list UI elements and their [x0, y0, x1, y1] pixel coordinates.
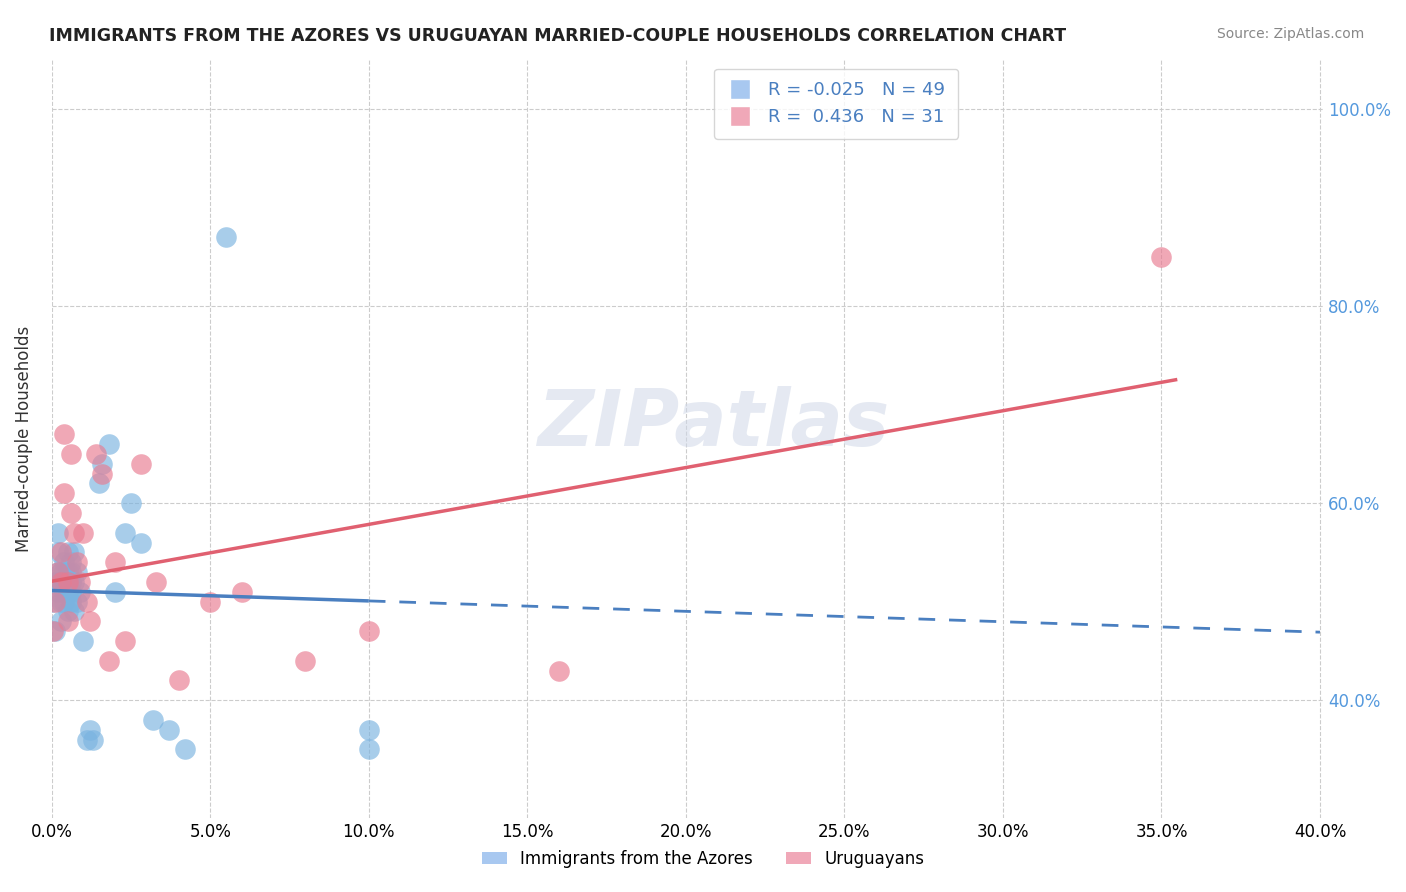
Point	[59, 506, 82, 520]
Point	[357, 624, 380, 639]
Point	[56, 605, 79, 619]
Point	[53, 565, 76, 579]
Point	[79, 723, 101, 737]
Point	[44, 574, 66, 589]
Point	[46, 565, 69, 579]
Point	[42, 624, 65, 639]
Point	[53, 574, 76, 589]
Point	[84, 447, 107, 461]
Point	[69, 574, 91, 589]
Point	[82, 732, 104, 747]
Point	[59, 574, 82, 589]
Point	[59, 565, 82, 579]
Point	[66, 594, 89, 608]
Point	[89, 476, 111, 491]
Point	[56, 565, 79, 579]
Point	[63, 545, 86, 559]
Point	[142, 713, 165, 727]
Point	[53, 427, 76, 442]
Point	[120, 496, 142, 510]
Point	[215, 230, 238, 244]
Point	[56, 574, 79, 589]
Point	[1150, 250, 1173, 264]
Point	[63, 605, 86, 619]
Point	[357, 723, 380, 737]
Point	[294, 654, 316, 668]
Point	[91, 457, 114, 471]
Point	[63, 525, 86, 540]
Point	[114, 525, 136, 540]
Text: Source: ZipAtlas.com: Source: ZipAtlas.com	[1216, 27, 1364, 41]
Point	[51, 574, 73, 589]
Y-axis label: Married-couple Households: Married-couple Households	[15, 326, 32, 552]
Point	[174, 742, 197, 756]
Point	[231, 584, 253, 599]
Point	[51, 615, 73, 629]
Point	[53, 486, 76, 500]
Point	[59, 447, 82, 461]
Point	[59, 555, 82, 569]
Point	[53, 594, 76, 608]
Point	[129, 535, 152, 549]
Legend: Immigrants from the Azores, Uruguayans: Immigrants from the Azores, Uruguayans	[475, 844, 931, 875]
Point	[72, 634, 94, 648]
Point	[66, 565, 89, 579]
Point	[157, 723, 180, 737]
Point	[46, 525, 69, 540]
Point	[42, 594, 65, 608]
Point	[79, 615, 101, 629]
Point	[44, 624, 66, 639]
Point	[97, 654, 120, 668]
Point	[51, 545, 73, 559]
Point	[76, 594, 98, 608]
Text: ZIPatlas: ZIPatlas	[537, 386, 889, 462]
Legend: R = -0.025   N = 49, R =  0.436   N = 31: R = -0.025 N = 49, R = 0.436 N = 31	[714, 69, 957, 139]
Point	[145, 574, 167, 589]
Point	[56, 545, 79, 559]
Point	[46, 565, 69, 579]
Point	[59, 594, 82, 608]
Point	[66, 555, 89, 569]
Point	[63, 574, 86, 589]
Point	[53, 555, 76, 569]
Text: IMMIGRANTS FROM THE AZORES VS URUGUAYAN MARRIED-COUPLE HOUSEHOLDS CORRELATION CH: IMMIGRANTS FROM THE AZORES VS URUGUAYAN …	[49, 27, 1066, 45]
Point	[46, 545, 69, 559]
Point	[46, 584, 69, 599]
Point	[167, 673, 190, 688]
Point	[59, 584, 82, 599]
Point	[51, 574, 73, 589]
Point	[91, 467, 114, 481]
Point	[200, 594, 222, 608]
Point	[56, 615, 79, 629]
Point	[104, 584, 127, 599]
Point	[69, 584, 91, 599]
Point	[56, 584, 79, 599]
Point	[44, 594, 66, 608]
Point	[114, 634, 136, 648]
Point	[72, 525, 94, 540]
Point	[97, 437, 120, 451]
Point	[104, 555, 127, 569]
Point	[129, 457, 152, 471]
Point	[548, 664, 571, 678]
Point	[51, 565, 73, 579]
Point	[53, 584, 76, 599]
Point	[357, 742, 380, 756]
Point	[56, 574, 79, 589]
Point	[76, 732, 98, 747]
Point	[51, 594, 73, 608]
